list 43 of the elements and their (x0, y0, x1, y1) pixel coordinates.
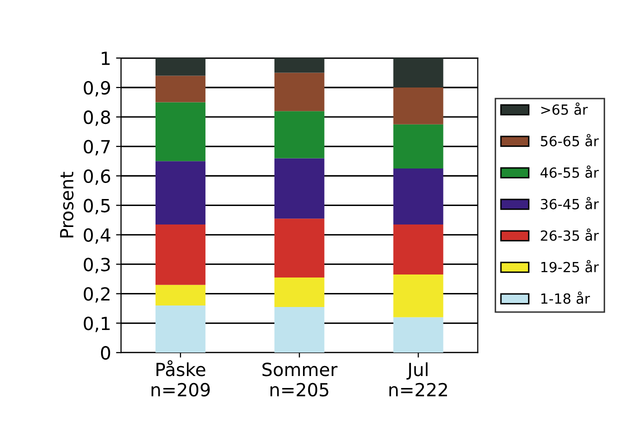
bar (393, 224, 444, 275)
y-tick-label: 0 (101, 346, 110, 360)
bar (393, 317, 444, 353)
legend-label: 19-25 år (541, 260, 599, 272)
legend-label: 56-65 år (540, 134, 599, 146)
bar (393, 168, 444, 224)
bar (274, 218, 324, 278)
bar (274, 158, 324, 219)
bar (393, 88, 444, 124)
y-tick-label: 0,2 (84, 287, 110, 303)
bar (156, 58, 206, 76)
bar (156, 305, 206, 353)
legend-label: 46-55 år (540, 165, 599, 178)
bar (156, 102, 206, 162)
y-tick-label: 0,7 (84, 140, 110, 156)
y-tick-label: 0,6 (84, 169, 110, 185)
bar (156, 76, 206, 102)
bar (156, 224, 206, 285)
bar (274, 58, 324, 73)
bar (156, 284, 206, 306)
legend-label: 36-45 år (540, 196, 599, 210)
y-tick-label: 0,8 (84, 110, 110, 126)
bar (393, 274, 444, 318)
y-tick-label: 0,3 (84, 258, 110, 274)
y-tick-label: 0,4 (84, 228, 110, 244)
legend-label: 1-18 år (541, 291, 590, 304)
bar (393, 124, 444, 169)
x-tick-label: Påske n=209 (152, 360, 210, 397)
bar (156, 161, 206, 224)
bar (274, 72, 324, 112)
x-tick-label: Jul n=222 (389, 362, 448, 396)
bar (274, 111, 324, 158)
y-tick-label: 1 (102, 52, 110, 65)
bar (274, 277, 324, 307)
y-tick-label: 0,9 (84, 80, 110, 96)
legend-label: >65 år (541, 102, 588, 115)
y-tick-label: 0,1 (84, 316, 110, 332)
bar (274, 306, 324, 353)
bar (393, 58, 444, 88)
legend-label: 26-35 år (540, 228, 599, 241)
y-axis-title: Prosent (60, 172, 74, 238)
y-tick-label: 0,5 (84, 198, 110, 214)
x-tick-label: Sommer n=205 (262, 362, 338, 397)
